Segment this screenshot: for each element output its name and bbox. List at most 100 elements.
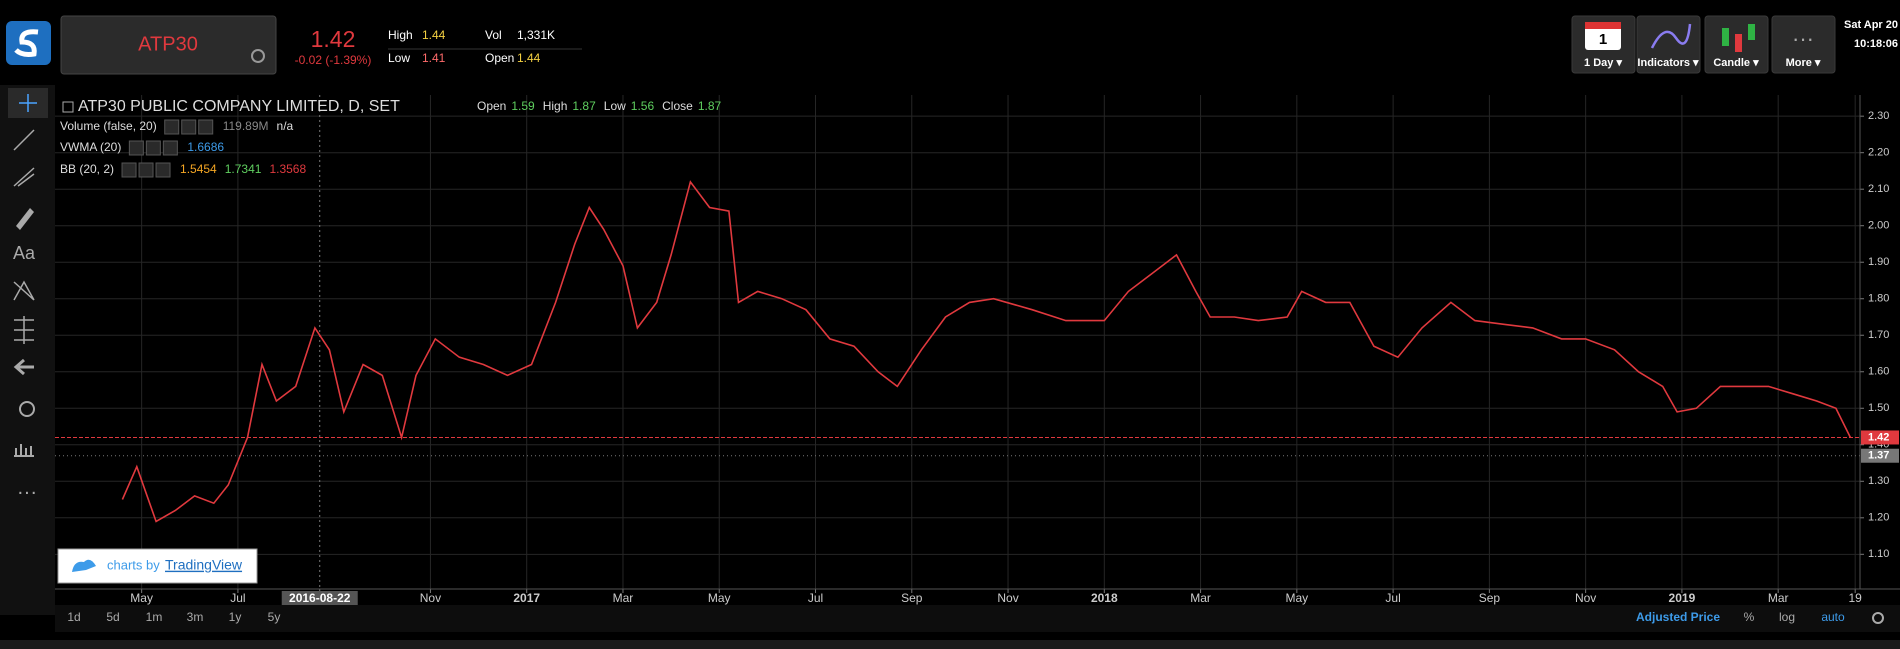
range-button[interactable]: 1y (229, 610, 242, 624)
low-label: Low (388, 51, 410, 65)
x-tick-label: Jul (1385, 591, 1400, 605)
indicator-value: 119.89M (223, 119, 269, 133)
ohlc-label: High (543, 99, 568, 113)
low-value: 1.41 (422, 51, 446, 65)
adjusted-price[interactable]: Adjusted Price (1636, 610, 1720, 624)
watermark-prefix: charts by (107, 557, 160, 572)
candle-icon (1748, 24, 1755, 40)
y-tick-label: 2.20 (1868, 147, 1889, 159)
price-badge (1861, 430, 1899, 445)
ohlc-value: 1.59 (511, 99, 535, 113)
range-button[interactable]: 3m (187, 610, 204, 624)
indicator-label: VWMA (20) (60, 140, 121, 154)
ohlc-label: Open (477, 99, 506, 113)
indicator-value: 1.7341 (225, 162, 262, 176)
y-tick-label: 1.10 (1868, 548, 1889, 560)
indicator-button[interactable] (198, 119, 214, 135)
brush-tool[interactable] (16, 208, 34, 230)
indicator-button[interactable] (181, 119, 197, 135)
time: 10:18:06 (1854, 38, 1898, 50)
x-tick-label: Mar (1768, 591, 1789, 605)
ohlc-label: Low (604, 99, 626, 113)
x-tick-label: Mar (1190, 591, 1211, 605)
back-tool[interactable] (13, 358, 34, 376)
ohlc-label: Close (662, 99, 693, 113)
ohlc-value: 1.87 (572, 99, 596, 113)
x-tick-label: Jul (230, 591, 245, 605)
auto-toggle[interactable]: auto (1821, 610, 1845, 624)
indicator-button[interactable] (155, 162, 171, 178)
line-tool[interactable] (13, 129, 35, 151)
x-tick-label: 2019 (1669, 591, 1696, 605)
indicator-button[interactable] (164, 119, 180, 135)
range-button[interactable]: 5y (268, 610, 281, 624)
percent-toggle[interactable]: % (1744, 610, 1755, 624)
indicator-value: n/a (277, 119, 294, 133)
ohlc-value: 1.56 (631, 99, 655, 113)
indicator-button[interactable] (138, 162, 154, 178)
symbol-box[interactable] (60, 15, 277, 75)
high-value: 1.44 (422, 28, 446, 42)
refresh-icon[interactable] (251, 49, 265, 63)
pattern-tool[interactable] (13, 280, 35, 301)
vol-label: Vol (485, 28, 502, 42)
log-toggle[interactable]: log (1779, 610, 1795, 624)
legend-title: ATP30 PUBLIC COMPANY LIMITED, D, SET (78, 98, 400, 115)
grid: 1.101.201.301.401.501.601.701.801.902.00… (55, 95, 1889, 607)
x-tick-label: 2017 (513, 591, 540, 605)
plot: 1.42 1.37 (55, 180, 1899, 523)
x-tick-label: Nov (420, 591, 441, 605)
watermark-logo (72, 559, 96, 572)
x-tick-label: May (1286, 591, 1309, 605)
y-tick-label: 2.30 (1868, 110, 1889, 122)
range-button[interactable]: 1m (146, 610, 163, 624)
calendar-top (1585, 22, 1621, 29)
indicator-button[interactable] (121, 162, 137, 178)
x-tick-label: 2018 (1091, 591, 1118, 605)
x-tick-label: Nov (1575, 591, 1596, 605)
candle-icon (1722, 28, 1729, 46)
indicator-button[interactable] (145, 140, 161, 156)
indicator-button[interactable] (128, 140, 144, 156)
price-badge-label: 1.37 (1868, 450, 1889, 462)
magnet-tool[interactable] (14, 444, 34, 457)
settings-icon[interactable] (1872, 612, 1884, 624)
high-label: High (388, 28, 413, 42)
text-tool[interactable]: Aa (13, 243, 36, 263)
toolbar-button[interactable] (1636, 15, 1701, 74)
bottom-toolbar (55, 605, 1900, 632)
indicator-button[interactable] (162, 140, 178, 156)
range-button[interactable]: 1d (67, 610, 80, 624)
open-label: Open (485, 51, 514, 65)
x-tick-label: Jul (808, 591, 823, 605)
y-tick-label: 1.20 (1868, 512, 1889, 524)
logo-mark (14, 29, 39, 57)
candle-icon (1735, 34, 1742, 52)
indicator-value: 1.5454 (180, 162, 217, 176)
y-tick-label: 1.30 (1868, 475, 1889, 487)
chart-area (55, 95, 1900, 589)
bottom-buttons: 1d 5d 1m 3m 1y 5y (67, 610, 280, 624)
price-badge-label: 1.42 (1868, 431, 1889, 443)
measure-tool[interactable] (14, 316, 34, 344)
x-tick-label: May (708, 591, 731, 605)
toolbar-button[interactable] (1771, 15, 1836, 74)
x-tick-label: Sep (901, 591, 923, 605)
price-change: -0.02 (-1.39%) (295, 53, 372, 67)
watermark-brand[interactable]: TradingView (165, 557, 243, 573)
x-tick-label: Mar (613, 591, 634, 605)
y-tick-label: 1.90 (1868, 256, 1889, 268)
date: Sat Apr 20 (1844, 19, 1898, 31)
toolbar-button-label: Indicators ▾ (1637, 57, 1699, 69)
collapse-toggle[interactable] (62, 101, 74, 113)
fib-tool[interactable] (13, 167, 35, 187)
last-price: 1.42 (311, 26, 356, 52)
more-tools[interactable]: ··· (17, 481, 37, 503)
indicator-value: 1.6686 (187, 140, 224, 154)
toolbar-button-label: Candle ▾ (1713, 57, 1759, 69)
zoom-tool[interactable] (19, 401, 35, 417)
y-tick-label: 2.10 (1868, 183, 1889, 195)
range-button[interactable]: 5d (106, 610, 119, 624)
